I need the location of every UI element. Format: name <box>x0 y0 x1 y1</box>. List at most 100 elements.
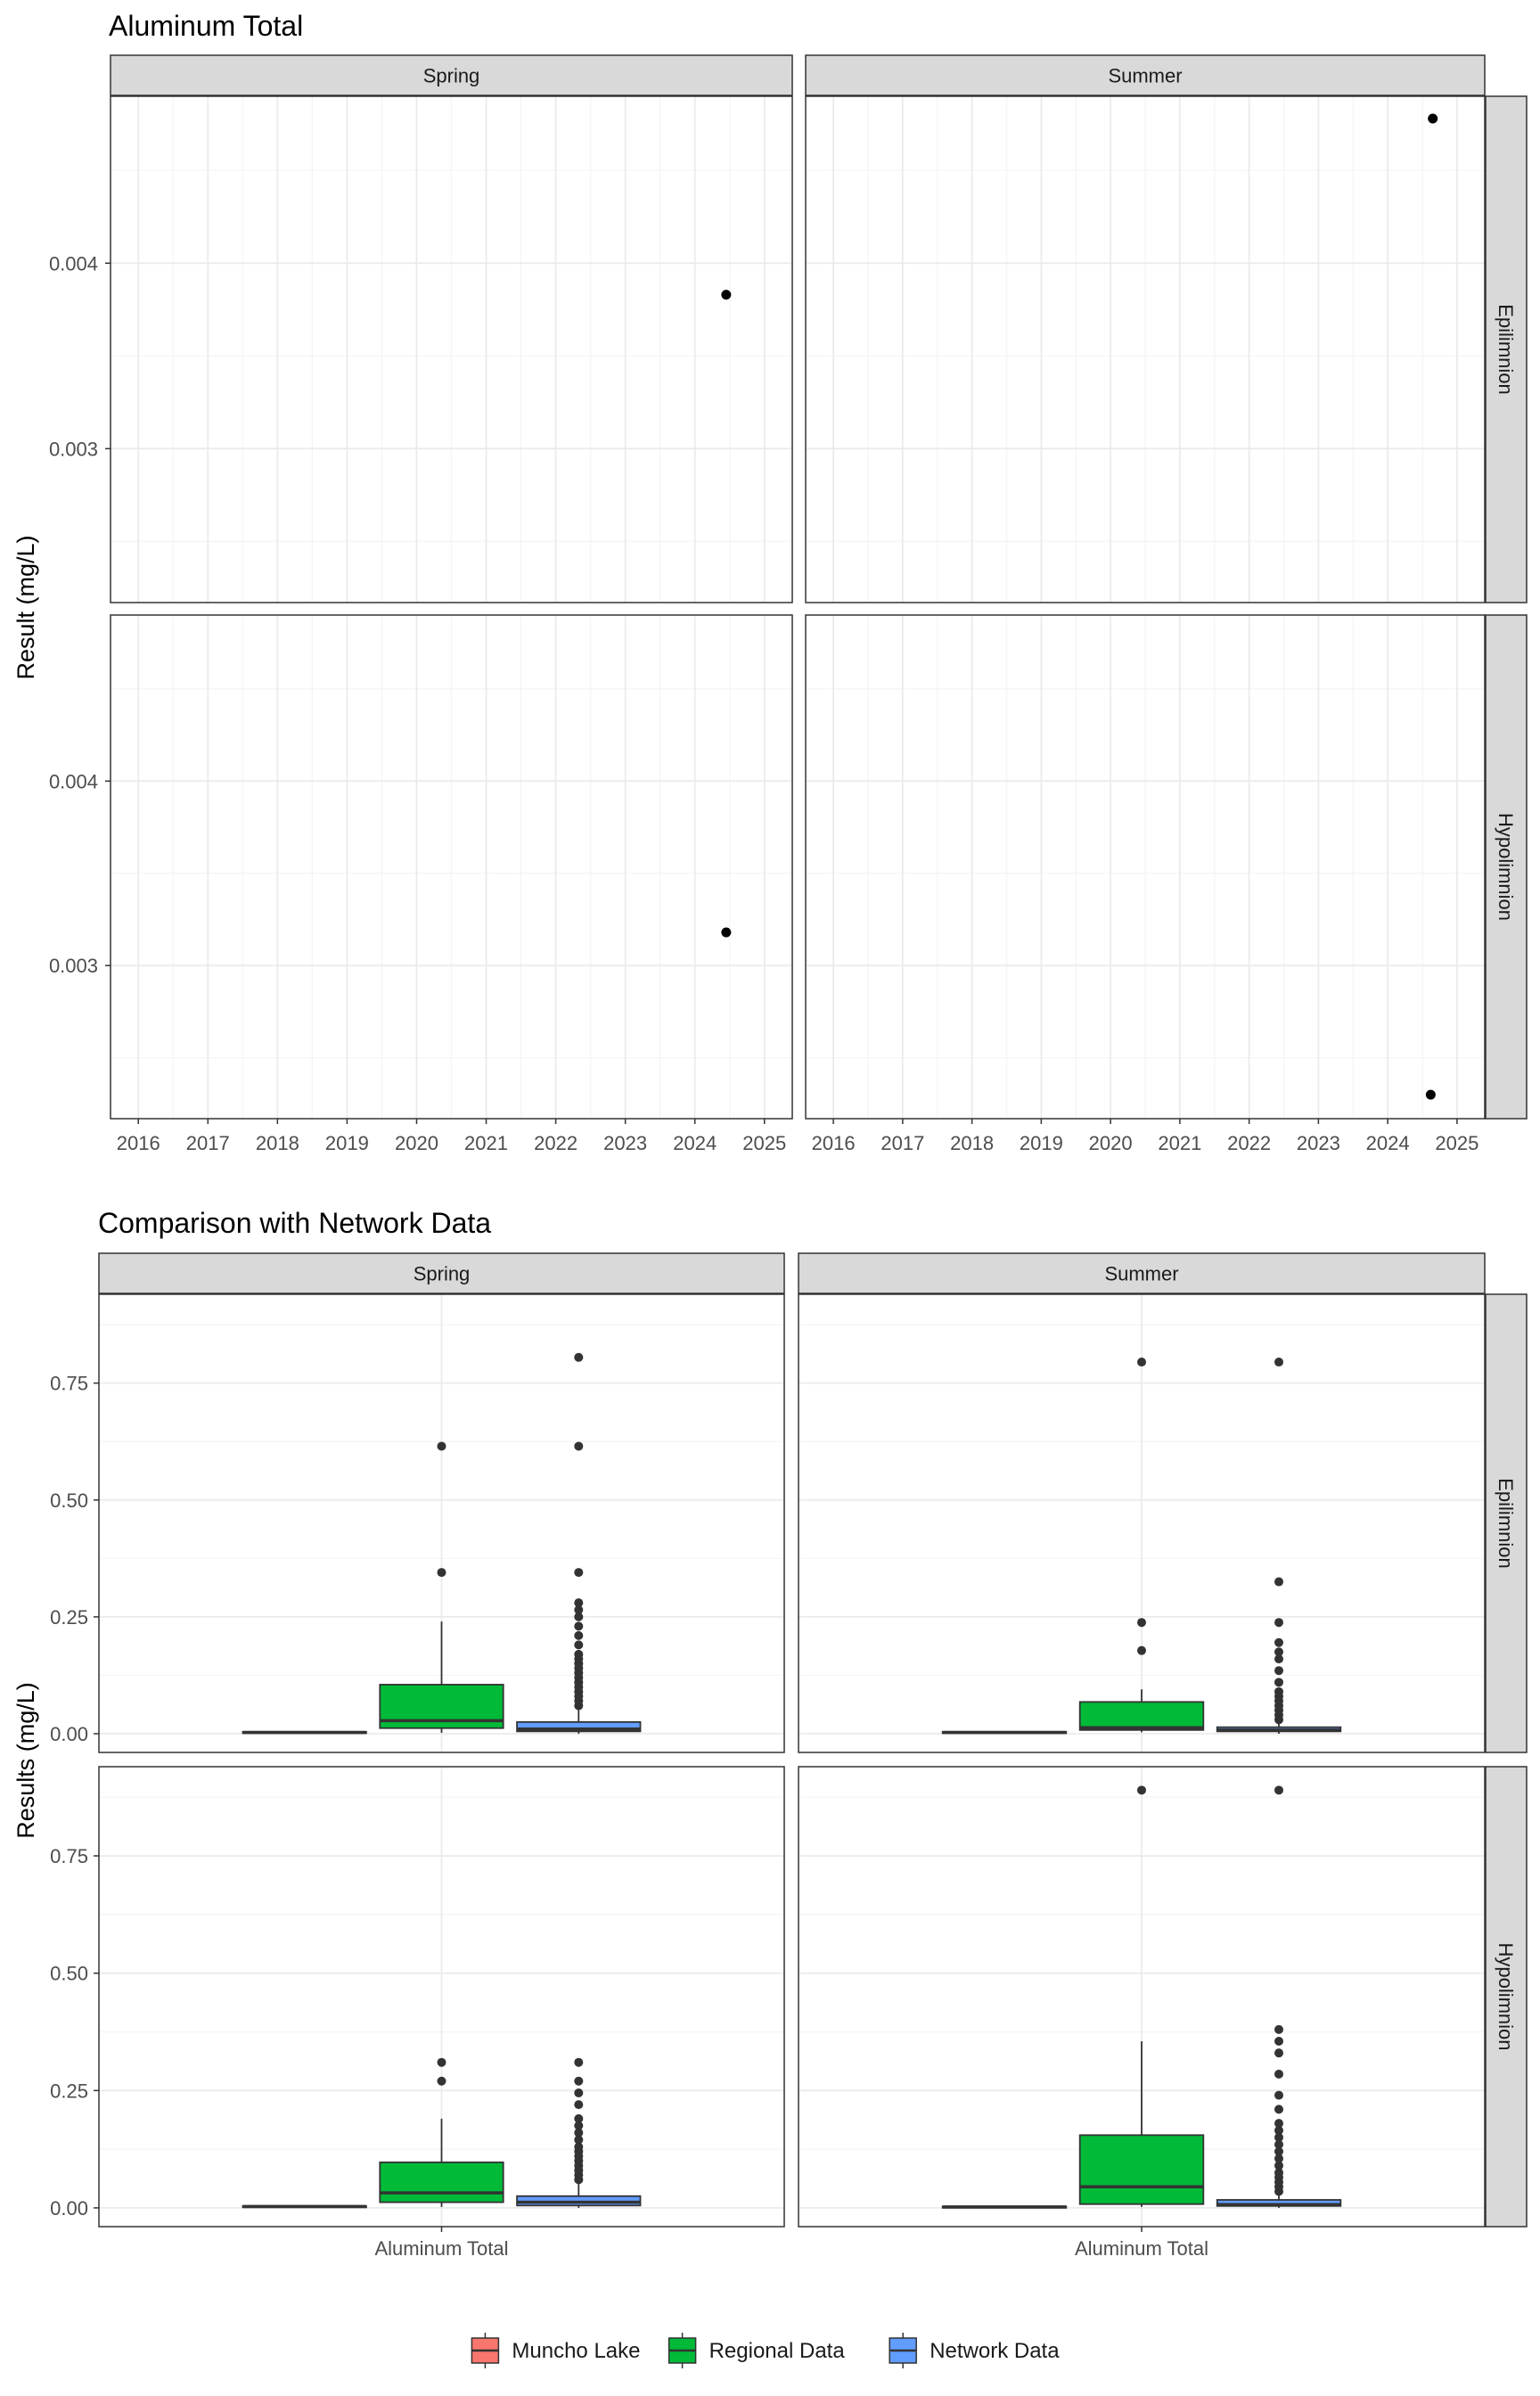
y-tick-label: 0.00 <box>50 2197 88 2220</box>
y-tick-label: 0.25 <box>50 1606 88 1629</box>
outlier-point <box>437 2076 446 2086</box>
facet-strip-hypolimnion <box>1485 614 1528 1120</box>
box-iqr <box>1078 2134 1205 2205</box>
chart-comparison-with-network-data: Comparison with Network Data Results (mg/… <box>12 1207 1528 2368</box>
panel-epilimnion-spring <box>98 1293 785 1753</box>
outlier-point <box>1274 1666 1283 1676</box>
x-tick-label: 2018 <box>950 1132 994 1154</box>
box-regional-data <box>379 2057 504 2207</box>
outlier-point <box>1274 1654 1283 1664</box>
outlier-point <box>1274 2024 1283 2034</box>
outlier-point <box>574 2128 584 2138</box>
panel-epilimnion-summer <box>798 1293 1486 1753</box>
x-tick-label: 2018 <box>256 1132 299 1154</box>
legend-item-muncho-lake: Muncho Lake <box>471 2333 640 2368</box>
x-tick-label: 2025 <box>742 1132 786 1154</box>
outlier-point <box>1274 2132 1283 2142</box>
facet-strip-hypolimnion <box>1485 1766 1528 2228</box>
box-regional-data <box>1078 1358 1205 1733</box>
y-tick-label: 0.75 <box>50 1845 88 1867</box>
outlier-point <box>437 1441 446 1451</box>
y-tick-label: 0.003 <box>49 955 98 977</box>
x-tick-label: 2020 <box>1089 1132 1133 1154</box>
y-tick-label: 0.50 <box>50 1963 88 1985</box>
outlier-point <box>437 1568 446 1578</box>
outlier-point <box>1274 2126 1283 2136</box>
x-tick-label: 2024 <box>1366 1132 1410 1154</box>
x-tick-label: 2024 <box>673 1132 717 1154</box>
y-tick-label: 0.50 <box>50 1489 88 1512</box>
x-tick-label: 2023 <box>1297 1132 1340 1154</box>
outlier-point <box>574 2121 584 2130</box>
outlier-point <box>1137 1618 1146 1628</box>
outlier-point <box>1274 2139 1283 2149</box>
outlier-point <box>1137 1645 1146 1655</box>
legend-item-regional-data: Regional Data <box>668 2333 846 2368</box>
outlier-point <box>1274 1686 1283 1696</box>
box-network-data <box>516 2057 642 2208</box>
box-iqr <box>516 1721 642 1733</box>
box-iqr <box>379 2161 504 2203</box>
outlier-point <box>574 2113 584 2123</box>
panel-hypolimnion-spring <box>110 614 793 1120</box>
x-tick-label: Aluminum Total <box>1075 2237 1208 2260</box>
chart-title: Comparison with Network Data <box>98 1207 491 1239</box>
outlier-point <box>574 1612 584 1621</box>
facet-label-summer: Summer <box>1104 1263 1178 1285</box>
outlier-point <box>574 2088 584 2097</box>
x-tick-label: 2016 <box>117 1132 160 1154</box>
legend-label: Network Data <box>930 2339 1060 2363</box>
outlier-point <box>1274 1647 1283 1657</box>
outlier-point <box>1274 2161 1283 2170</box>
y-tick-label: 0.004 <box>49 252 98 275</box>
x-tick-label: Aluminum Total <box>375 2237 509 2260</box>
y-axis-title: Results (mg/L) <box>12 1682 39 1839</box>
outlier-point <box>574 1630 584 1640</box>
y-tick-label: 0.25 <box>50 2080 88 2102</box>
panel-hypolimnion-summer <box>798 1766 1486 2228</box>
panel-epilimnion-summer <box>805 95 1486 603</box>
facet-label-hypolimnion: Hypolimnion <box>1495 813 1517 921</box>
outlier-point <box>574 2135 584 2145</box>
legend-item-network-data: Network Data <box>889 2333 1060 2368</box>
x-tick-label: 2021 <box>1158 1132 1201 1154</box>
panel-hypolimnion-spring <box>98 1766 785 2228</box>
data-point <box>721 290 732 300</box>
chart-aluminum-total: Aluminum Total Result (mg/L) Spring Summer E… <box>12 10 1528 1154</box>
outlier-point <box>574 2076 584 2086</box>
outlier-point <box>1274 2037 1283 2047</box>
outlier-point <box>574 1352 584 1362</box>
y-tick-label: 0.004 <box>49 770 98 792</box>
outlier-point <box>574 2100 584 2110</box>
outlier-point <box>1274 2119 1283 2129</box>
panel-border <box>805 614 1486 1120</box>
outlier-point <box>574 1568 584 1578</box>
outlier-point <box>574 1621 584 1631</box>
outlier-point <box>574 1640 584 1650</box>
x-tick-label: 2019 <box>1020 1132 1063 1154</box>
outlier-point <box>437 2057 446 2067</box>
facet-strip-spring <box>110 54 793 96</box>
x-tick-label: 2022 <box>1227 1132 1271 1154</box>
box-regional-data <box>379 1441 504 1733</box>
facet-strip-summer <box>805 54 1486 96</box>
outlier-point <box>1274 2146 1283 2156</box>
outlier-point <box>574 2057 584 2067</box>
panel-border <box>110 95 793 603</box>
box-muncho-lake <box>242 1730 367 1735</box>
x-tick-label: 2019 <box>325 1132 369 1154</box>
outlier-point <box>1274 2154 1283 2163</box>
outlier-point <box>1274 2105 1283 2114</box>
box-network-data <box>1216 1358 1342 1735</box>
facet-label-epilimnion: Epilimnion <box>1495 304 1517 395</box>
panel-hypolimnion-summer <box>805 614 1486 1120</box>
box-muncho-lake <box>941 1730 1068 1735</box>
outlier-point <box>1274 1358 1283 1367</box>
x-tick-label: 2025 <box>1435 1132 1479 1154</box>
facet-label-hypolimnion: Hypolimnion <box>1495 1942 1517 2050</box>
x-tick-label: 2016 <box>812 1132 856 1154</box>
outlier-point <box>1274 2048 1283 2058</box>
outlier-point <box>1274 1678 1283 1687</box>
legend-label: Regional Data <box>709 2339 846 2363</box>
